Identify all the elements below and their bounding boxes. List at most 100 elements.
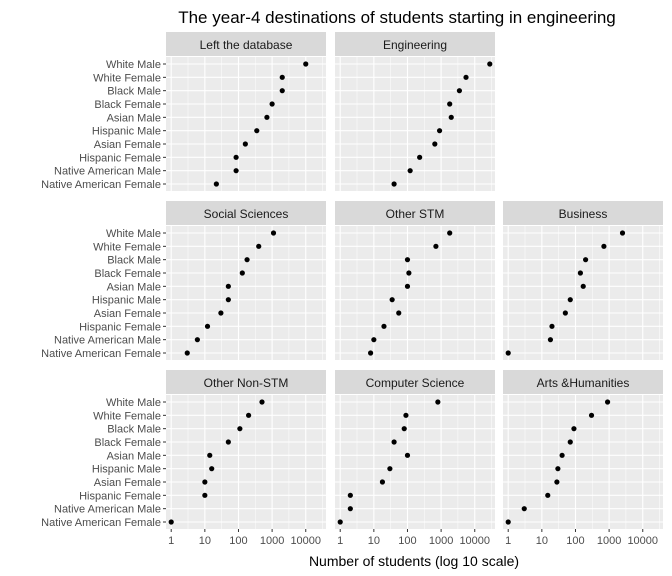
data-point	[233, 168, 239, 174]
facet-strip-label: Other Non-STM	[204, 376, 289, 390]
data-point	[279, 88, 285, 94]
facet-panel: Other STM	[335, 201, 495, 360]
data-point	[404, 452, 411, 458]
data-point	[194, 337, 200, 343]
y-tick-label: White Female	[93, 241, 161, 253]
y-tick-label: White Female	[93, 72, 161, 84]
data-point	[379, 479, 386, 485]
facet-strip-label: Engineering	[383, 38, 447, 52]
panel-background	[503, 226, 663, 360]
data-point	[168, 519, 174, 525]
data-point	[254, 128, 260, 134]
data-point	[549, 323, 555, 329]
data-point	[381, 323, 387, 329]
data-point	[604, 399, 611, 405]
data-point	[225, 283, 231, 289]
facet-strip	[166, 370, 326, 394]
data-point	[204, 323, 211, 329]
data-point	[403, 412, 409, 418]
data-point	[303, 61, 309, 67]
x-tick-label: 100	[566, 535, 584, 547]
data-point	[213, 181, 219, 187]
y-tick-label: Native American Female	[41, 348, 161, 360]
data-point	[436, 128, 443, 134]
data-point	[389, 297, 395, 303]
y-tick-label: Native American Female	[41, 517, 161, 529]
facet-panel: Other Non-STM 1 10 100 1000 10000	[166, 370, 326, 547]
data-point	[404, 283, 411, 289]
chart-title: The year-4 destinations of students star…	[178, 8, 616, 27]
y-tick-label: Black Male	[107, 424, 161, 436]
facet-panel: Computer Science 1 10 100 1000 10000	[335, 370, 495, 547]
y-tick-label: Hispanic Female	[79, 152, 161, 164]
x-tick-label: 1000	[260, 535, 284, 547]
data-point	[545, 492, 551, 498]
panel-background	[335, 57, 495, 191]
data-point	[207, 452, 213, 458]
panel-background	[503, 395, 663, 529]
data-point	[270, 230, 277, 236]
data-point	[259, 399, 265, 405]
x-tick-label: 1000	[597, 535, 621, 547]
data-point	[225, 439, 231, 445]
facet-strip	[166, 32, 326, 56]
data-point	[246, 412, 252, 418]
facet-strip	[335, 32, 495, 56]
x-tick-label: 10000	[627, 535, 658, 547]
y-tick-label: Native American Female	[41, 179, 161, 191]
data-point	[396, 310, 402, 316]
facet-panel: Business	[503, 201, 663, 360]
facet-strip	[335, 201, 495, 225]
x-tick-label: 1	[505, 535, 511, 547]
data-point	[521, 506, 527, 512]
data-point	[202, 479, 208, 485]
y-tick-label: Black Female	[94, 99, 161, 111]
facet-strip	[503, 201, 663, 225]
data-point	[580, 283, 586, 289]
data-point	[562, 310, 568, 316]
data-point	[447, 230, 453, 236]
panel-background	[166, 395, 326, 529]
data-point	[387, 466, 393, 472]
data-point	[391, 181, 397, 187]
y-tick-label: White Male	[106, 59, 161, 71]
data-point	[559, 452, 565, 458]
facet-panel: Left the database	[166, 32, 326, 191]
data-point	[218, 310, 224, 316]
y-tick-label: Asian Male	[107, 281, 161, 293]
data-point	[347, 492, 353, 498]
y-tick-label: Hispanic Male	[92, 126, 161, 138]
data-point	[184, 350, 190, 356]
x-tick-label: 100	[398, 535, 416, 547]
x-tick-label: 10000	[459, 535, 490, 547]
x-tick-label: 10	[536, 535, 548, 547]
data-point	[619, 230, 626, 236]
data-point	[577, 270, 583, 276]
y-tick-label: White Male	[106, 228, 161, 240]
data-point	[279, 74, 285, 80]
y-tick-label: White Male	[106, 397, 161, 409]
data-point	[588, 412, 595, 418]
facet-strip	[166, 201, 326, 225]
data-point	[435, 399, 441, 405]
panel-background	[335, 226, 495, 360]
data-point	[547, 337, 554, 343]
data-point	[505, 350, 511, 356]
y-tick-label: Native American Male	[54, 166, 161, 178]
facets-layer: Left the database Engineering Social Scien…	[41, 32, 663, 547]
y-tick-label: Asian Female	[94, 139, 161, 151]
data-point	[404, 257, 411, 263]
y-tick-label: Asian Male	[107, 450, 161, 462]
data-point	[406, 270, 412, 276]
data-point	[269, 101, 275, 107]
y-tick-label: Hispanic Female	[79, 321, 161, 333]
data-point	[407, 168, 413, 174]
data-point	[233, 154, 239, 160]
facet-panel: Social Sciences	[166, 201, 326, 360]
data-point	[209, 466, 215, 472]
x-tick-label: 10000	[290, 535, 321, 547]
facet-panel: Engineering	[335, 32, 495, 191]
data-point	[448, 114, 454, 120]
